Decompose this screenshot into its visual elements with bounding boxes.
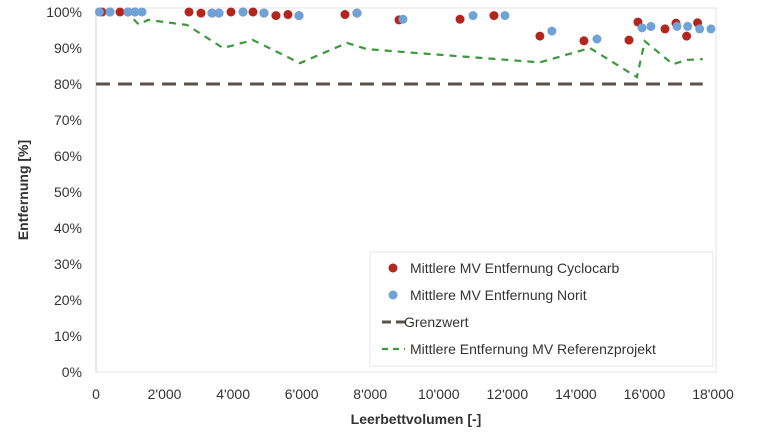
legend-marker bbox=[388, 290, 398, 300]
data-point-series-0 bbox=[579, 36, 589, 46]
y-tick-label: 60% bbox=[54, 148, 82, 164]
data-point-series-0 bbox=[340, 10, 350, 20]
data-point-series-0 bbox=[226, 7, 236, 17]
x-tick-label: 10'000 bbox=[418, 386, 460, 402]
data-point-series-0 bbox=[184, 7, 194, 17]
data-point-series-1 bbox=[398, 14, 408, 24]
data-point-series-1 bbox=[130, 7, 140, 17]
y-tick-label: 90% bbox=[54, 40, 82, 56]
data-point-series-0 bbox=[115, 7, 125, 17]
x-tick-label: 2'000 bbox=[148, 386, 182, 402]
y-tick-label: 20% bbox=[54, 292, 82, 308]
data-point-series-0 bbox=[283, 10, 293, 20]
x-tick-label: 8'000 bbox=[353, 386, 387, 402]
data-point-series-1 bbox=[123, 7, 133, 17]
data-point-series-1 bbox=[238, 7, 248, 17]
y-tick-label: 30% bbox=[54, 256, 82, 272]
x-tick-label: 12'000 bbox=[487, 386, 529, 402]
y-tick-label: 100% bbox=[46, 4, 82, 20]
legend-marker bbox=[388, 263, 398, 273]
data-point-series-1 bbox=[500, 11, 510, 21]
x-tick-label: 14'000 bbox=[555, 386, 597, 402]
x-tick-label: 18'000 bbox=[692, 386, 734, 402]
y-tick-label: 80% bbox=[54, 76, 82, 92]
data-point-series-1 bbox=[352, 8, 362, 18]
y-tick-label: 10% bbox=[54, 328, 82, 344]
data-point-series-1 bbox=[94, 7, 104, 17]
data-point-series-1 bbox=[637, 23, 647, 33]
x-tick-label: 6'000 bbox=[285, 386, 319, 402]
data-point-series-1 bbox=[683, 21, 693, 31]
data-point-series-1 bbox=[592, 34, 602, 44]
series-line-3 bbox=[132, 18, 703, 79]
data-point-series-1 bbox=[137, 7, 147, 17]
data-point-series-1 bbox=[547, 26, 557, 36]
data-point-series-1 bbox=[214, 8, 224, 18]
data-point-series-0 bbox=[196, 8, 206, 18]
legend: Mittlere MV Entfernung Cyclocarb Mittlere… bbox=[369, 251, 714, 367]
data-point-series-0 bbox=[624, 35, 634, 45]
data-point-series-0 bbox=[535, 31, 545, 41]
x-tick-label: 0 bbox=[92, 386, 100, 402]
legend-label: Grenzwert bbox=[404, 314, 469, 330]
y-tick-label: 50% bbox=[54, 184, 82, 200]
data-point-series-1 bbox=[672, 21, 682, 31]
data-point-series-0 bbox=[682, 31, 692, 41]
x-tick-label: 4'000 bbox=[216, 386, 250, 402]
data-point-series-1 bbox=[105, 7, 115, 17]
data-point-series-0 bbox=[455, 14, 465, 24]
legend-label: Mittlere MV Entfernung Norit bbox=[410, 287, 587, 303]
x-tick-label: 16'000 bbox=[624, 386, 666, 402]
x-axis-label: Leerbettvolumen [-] bbox=[351, 411, 482, 427]
legend-label: Mittlere Entfernung MV Referenzprojekt bbox=[410, 341, 656, 357]
data-point-series-1 bbox=[706, 24, 716, 34]
data-point-series-0 bbox=[271, 11, 281, 21]
data-point-series-0 bbox=[489, 11, 499, 21]
y-tick-label: 70% bbox=[54, 112, 82, 128]
legend-label: Mittlere MV Entfernung Cyclocarb bbox=[410, 260, 620, 276]
data-point-series-1 bbox=[468, 11, 478, 21]
data-point-series-1 bbox=[646, 21, 656, 31]
y-tick-label: 40% bbox=[54, 220, 82, 236]
data-point-series-1 bbox=[207, 8, 217, 18]
data-point-series-0 bbox=[248, 7, 258, 17]
y-axis-label: Entfernung [%] bbox=[15, 140, 31, 240]
data-point-series-0 bbox=[660, 24, 670, 34]
data-point-series-1 bbox=[259, 8, 269, 18]
y-tick-label: 0% bbox=[62, 364, 82, 380]
data-point-series-1 bbox=[695, 24, 705, 34]
data-point-series-1 bbox=[294, 11, 304, 21]
